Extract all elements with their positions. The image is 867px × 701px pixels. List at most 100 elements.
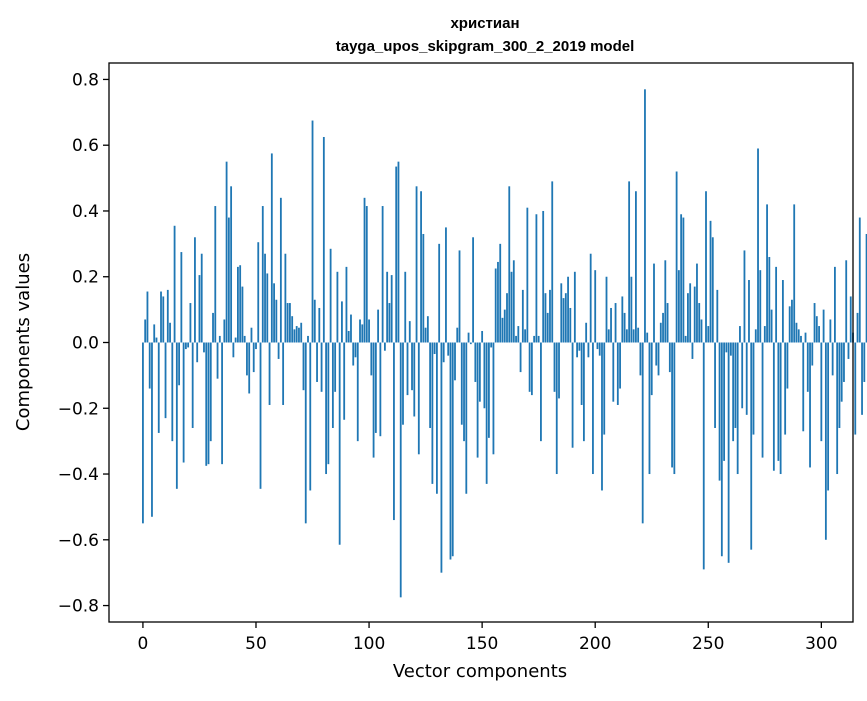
y-tick-label-4: 0.0 xyxy=(72,334,99,354)
bar-285 xyxy=(786,342,789,389)
y-axis-label: Components values xyxy=(13,253,34,431)
bar-237 xyxy=(677,270,680,343)
x-tick-label-4: 200 xyxy=(579,634,611,654)
x-tick-label-6: 300 xyxy=(805,634,837,654)
x-tick-label-0: 0 xyxy=(138,634,149,654)
bar-150 xyxy=(481,330,484,343)
bar-273 xyxy=(759,270,762,343)
bar-44 xyxy=(241,286,244,343)
bars-layer xyxy=(142,89,867,598)
bar-145 xyxy=(469,342,472,345)
bar-99 xyxy=(365,206,368,343)
bar-264 xyxy=(739,326,741,343)
bar-19 xyxy=(184,342,187,350)
bar-233 xyxy=(668,342,671,373)
bar-50 xyxy=(255,342,257,350)
bar-84 xyxy=(331,342,334,428)
bar-175 xyxy=(537,335,540,343)
bar-225 xyxy=(650,342,653,396)
bar-142 xyxy=(463,342,465,442)
bar-262 xyxy=(734,342,737,428)
bar-208 xyxy=(612,342,615,402)
bar-133 xyxy=(442,342,445,363)
bar-2 xyxy=(146,291,149,343)
bar-172 xyxy=(530,342,533,396)
bar-29 xyxy=(207,342,210,465)
bar-125 xyxy=(424,327,427,343)
bar-250 xyxy=(707,326,710,343)
bar-160 xyxy=(503,309,506,343)
bar-259 xyxy=(727,342,730,563)
bar-194 xyxy=(580,342,583,405)
bar-20 xyxy=(187,342,190,348)
x-tick-label-2: 100 xyxy=(353,634,385,654)
bar-67 xyxy=(293,329,296,343)
bar-190 xyxy=(571,342,574,448)
bar-35 xyxy=(221,342,223,465)
bar-107 xyxy=(383,342,386,351)
y-tick-label-0: −0.8 xyxy=(58,597,99,617)
bar-58 xyxy=(273,283,275,343)
bar-275 xyxy=(763,326,766,343)
bar-306 xyxy=(834,266,836,343)
bar-121 xyxy=(415,186,418,343)
bar-218 xyxy=(635,191,637,343)
bar-318 xyxy=(861,342,863,415)
x-tick-label-1: 50 xyxy=(245,634,267,654)
bar-173 xyxy=(533,335,536,343)
bar-288 xyxy=(793,204,796,343)
bar-201 xyxy=(596,342,599,350)
bar-143 xyxy=(465,342,468,494)
bar-89 xyxy=(343,342,346,420)
bar-245 xyxy=(696,263,698,343)
bar-85 xyxy=(334,342,337,392)
bar-116 xyxy=(404,271,407,343)
bar-247 xyxy=(700,319,703,343)
bar-187 xyxy=(564,293,567,343)
bar-256 xyxy=(720,342,723,557)
bar-105 xyxy=(379,342,382,437)
bar-149 xyxy=(478,342,481,402)
bar-28 xyxy=(205,342,208,466)
bar-266 xyxy=(743,250,746,343)
bar-231 xyxy=(664,260,667,343)
bar-23 xyxy=(194,237,196,343)
bar-320 xyxy=(865,233,867,343)
bar-244 xyxy=(693,286,696,343)
bar-54 xyxy=(264,253,266,343)
bar-215 xyxy=(628,181,631,343)
bar-59 xyxy=(275,299,278,343)
bar-103 xyxy=(374,342,377,433)
bar-178 xyxy=(544,293,547,343)
bar-140 xyxy=(458,250,461,343)
bar-212 xyxy=(621,296,624,343)
bar-257 xyxy=(723,342,726,461)
bar-8 xyxy=(160,291,162,343)
bar-108 xyxy=(386,271,389,343)
bar-198 xyxy=(589,253,592,343)
bar-114 xyxy=(399,342,402,598)
bar-68 xyxy=(295,326,298,343)
bar-301 xyxy=(822,309,825,343)
bar-64 xyxy=(286,303,289,343)
bar-123 xyxy=(420,191,422,343)
bar-193 xyxy=(578,342,581,351)
bar-210 xyxy=(616,342,619,405)
bar-174 xyxy=(535,214,538,343)
bar-43 xyxy=(239,265,242,343)
bar-48 xyxy=(250,327,253,343)
bar-179 xyxy=(546,312,549,343)
bar-300 xyxy=(820,342,823,442)
bar-82 xyxy=(327,342,330,465)
bar-78 xyxy=(318,307,321,343)
bar-0 xyxy=(142,342,144,524)
bar-312 xyxy=(847,342,850,359)
bar-49 xyxy=(252,342,255,373)
bar-282 xyxy=(779,342,782,475)
bar-146 xyxy=(472,237,474,343)
bar-124 xyxy=(422,233,425,343)
bar-308 xyxy=(838,342,841,428)
bar-205 xyxy=(605,276,608,343)
bar-292 xyxy=(802,342,805,432)
